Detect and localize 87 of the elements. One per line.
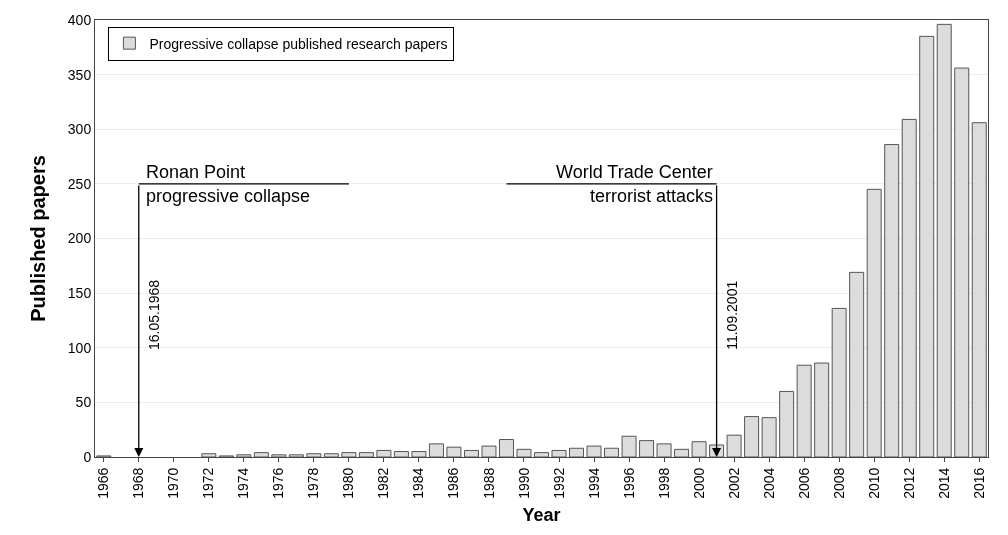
x-tick-label: 2010 — [865, 467, 882, 499]
bar — [306, 453, 322, 457]
x-tick-label: 1980 — [340, 467, 357, 499]
bar — [463, 449, 479, 457]
x-tick-label: 1966 — [95, 467, 112, 499]
x-tick-label: 2006 — [795, 467, 812, 499]
bar — [971, 122, 987, 457]
bar — [831, 307, 847, 457]
bar — [814, 362, 830, 457]
bar — [621, 435, 637, 457]
bar — [236, 454, 252, 457]
bar — [323, 453, 339, 457]
x-tick-label: 2008 — [830, 467, 847, 499]
x-tick-label: 2000 — [690, 467, 707, 499]
x-tick-label: 1978 — [305, 467, 322, 499]
bar — [358, 452, 374, 457]
ref-line-label: 11.09.2001 — [723, 280, 740, 350]
x-tick-label: 2012 — [900, 467, 917, 499]
bar — [954, 67, 970, 457]
y-axis-title: Published papers — [27, 155, 49, 322]
bar — [936, 23, 952, 457]
x-tick-label: 1990 — [515, 467, 532, 499]
bar — [656, 443, 672, 457]
y-tick-label: 400 — [67, 11, 92, 28]
x-tick-label: 1994 — [585, 467, 602, 499]
x-tick-label: 2016 — [970, 467, 987, 499]
bar — [884, 144, 900, 457]
x-tick-label: 1976 — [270, 467, 287, 499]
x-axis-title: Year — [522, 505, 561, 525]
x-tick-label: 1974 — [235, 467, 252, 499]
bar — [691, 441, 707, 457]
bar — [796, 364, 812, 457]
legend-label: Progressive collapse published research papers — [149, 35, 448, 52]
bar — [919, 35, 935, 457]
x-tick-label: 1970 — [165, 467, 182, 499]
x-tick-label: 2014 — [935, 467, 952, 499]
x-tick-label: 1968 — [130, 467, 147, 499]
bar — [516, 448, 532, 457]
x-tick-label: 2002 — [725, 467, 742, 499]
x-tick-label: 1984 — [410, 467, 427, 499]
bar — [376, 449, 392, 457]
bar — [761, 417, 777, 457]
y-tick-label: 200 — [67, 230, 92, 247]
bar — [586, 445, 602, 457]
x-tick-label: 1986 — [445, 467, 462, 499]
y-tick-label: 50 — [75, 394, 92, 411]
bar — [428, 443, 444, 457]
bar — [779, 390, 795, 457]
y-tick-label: 0 — [83, 448, 92, 465]
ref-line-label: 16.05.1968 — [146, 279, 163, 351]
bar — [639, 440, 655, 457]
bar — [551, 449, 567, 457]
y-tick-label: 300 — [67, 121, 92, 138]
x-tick-label: 2004 — [760, 467, 777, 499]
bar — [604, 447, 620, 457]
bar — [288, 454, 304, 457]
bar — [866, 188, 882, 457]
bar — [498, 439, 514, 457]
bar — [901, 118, 917, 457]
y-tick-label: 250 — [67, 175, 92, 192]
bar — [201, 453, 217, 457]
x-tick-label: 1982 — [375, 467, 392, 499]
y-tick-label: 150 — [67, 285, 92, 302]
x-tick-label: 1972 — [200, 467, 217, 499]
annotation: Ronan Point — [146, 162, 246, 182]
bar — [253, 452, 269, 457]
bar — [271, 454, 287, 457]
annotation: World Trade Center — [556, 162, 713, 182]
x-tick-label: 1992 — [550, 467, 567, 499]
bar — [849, 271, 865, 457]
x-tick-label: 1998 — [655, 467, 672, 499]
bar — [481, 445, 497, 457]
y-tick-label: 100 — [67, 339, 92, 356]
bar — [341, 452, 357, 457]
bar — [569, 447, 585, 457]
bar — [674, 448, 690, 457]
x-tick-label: 1996 — [620, 467, 637, 499]
bar — [411, 451, 427, 457]
bar — [744, 416, 760, 457]
annotation: progressive collapse — [146, 186, 311, 206]
x-tick-label: 1988 — [480, 467, 497, 499]
bar — [726, 434, 742, 457]
bar — [393, 451, 409, 457]
bar — [446, 446, 462, 457]
annotation: terrorist attacks — [590, 186, 714, 206]
y-tick-label: 350 — [67, 66, 92, 83]
bar — [534, 452, 549, 457]
